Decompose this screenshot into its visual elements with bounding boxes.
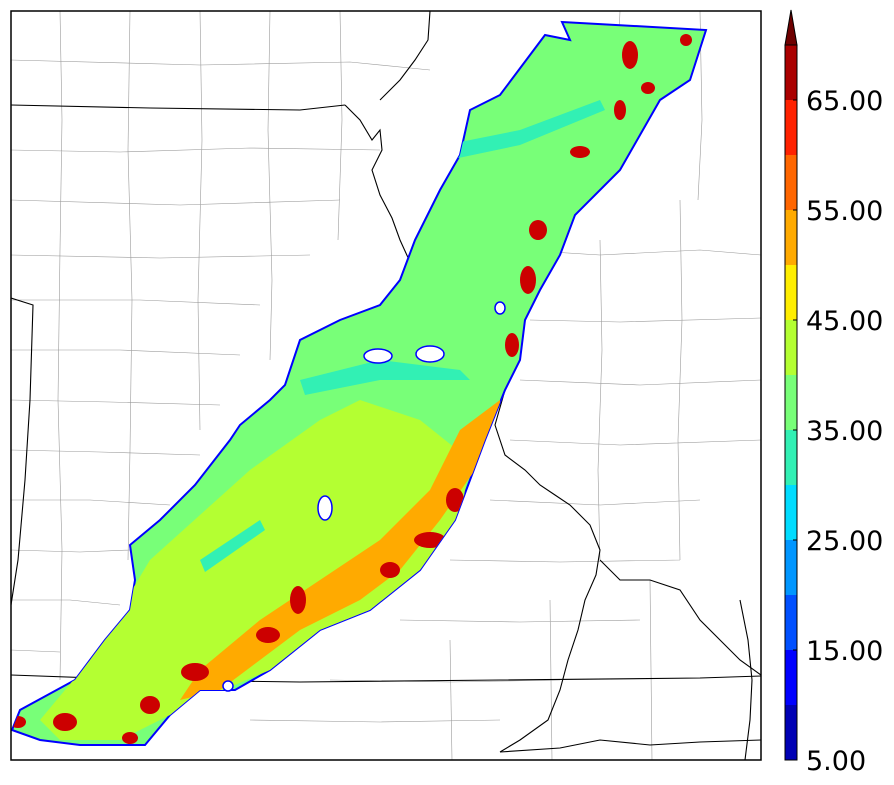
colorbar-segment (785, 705, 797, 760)
colorbar-segment (785, 100, 797, 155)
colorbar-segment (785, 155, 797, 210)
colorbar-segment (785, 650, 797, 705)
swath-yellow-band (40, 400, 470, 740)
colorbar-segment (785, 265, 797, 320)
colorbar-tick-label: 15.00 (806, 636, 883, 667)
colorbar-ticks: 5.00 15.00 25.00 35.00 45.00 55.00 65.00 (793, 86, 883, 777)
swath-gaps (222, 301, 506, 692)
map-frame (10, 10, 762, 761)
colorbar-segment (785, 320, 797, 375)
colorbar-tick-label: 55.00 (806, 196, 883, 227)
colorbar-segment (785, 210, 797, 265)
colorbar-max-arrow (784, 9, 798, 46)
colorbar-segment (785, 540, 797, 595)
colorbar-segments (785, 45, 797, 760)
wind-swath (10, 20, 708, 746)
colorbar-tick-label: 45.00 (806, 306, 883, 337)
colorbar-segment (785, 375, 797, 430)
colorbar-tick-label: 65.00 (806, 86, 883, 117)
swath-core-cells (12, 34, 692, 744)
colorbar-segment (785, 595, 797, 650)
swath-orange-band (180, 400, 505, 700)
colorbar-tick-label: 25.00 (806, 526, 883, 557)
colorbar-segment (785, 485, 797, 540)
colorbar-tick-label: 5.00 (806, 746, 866, 777)
colorbar-segment (785, 45, 797, 100)
colorbar-frame (784, 44, 798, 761)
colorbar-segment (785, 430, 797, 485)
colorbar-tick-label: 35.00 (806, 416, 883, 447)
colorbar: 5.00 15.00 25.00 35.00 45.00 55.00 65.00 (784, 9, 883, 777)
